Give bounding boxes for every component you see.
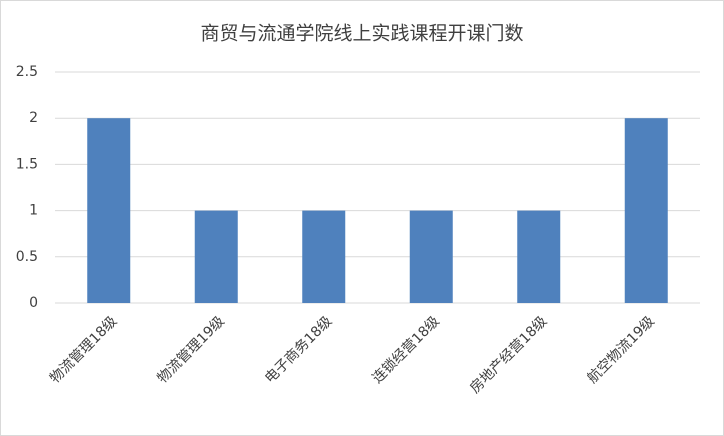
y-tick-label: 1 [29, 203, 38, 219]
y-tick-label: 0.5 [16, 249, 38, 265]
y-tick-label: 2 [29, 110, 38, 126]
chart-title: 商贸与流通学院线上实践课程开课门数 [200, 23, 523, 45]
bar [302, 210, 346, 303]
bar [517, 210, 561, 303]
bar [194, 210, 238, 303]
y-tick-label: 0 [29, 295, 38, 311]
bar [87, 118, 131, 303]
bar [409, 210, 453, 303]
bar [624, 118, 668, 303]
y-tick-label: 2.5 [16, 64, 38, 80]
y-tick-label: 1.5 [16, 156, 38, 172]
